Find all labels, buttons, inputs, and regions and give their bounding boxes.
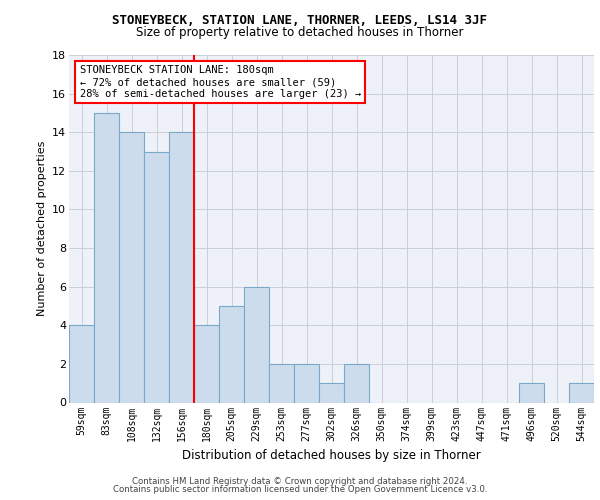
Text: STONEYBECK, STATION LANE, THORNER, LEEDS, LS14 3JF: STONEYBECK, STATION LANE, THORNER, LEEDS…	[113, 14, 487, 27]
Bar	[69, 326, 94, 402]
X-axis label: Distribution of detached houses by size in Thorner: Distribution of detached houses by size …	[182, 449, 481, 462]
Bar	[569, 383, 594, 402]
Y-axis label: Number of detached properties: Number of detached properties	[37, 141, 47, 316]
Text: Contains HM Land Registry data © Crown copyright and database right 2024.: Contains HM Land Registry data © Crown c…	[132, 477, 468, 486]
Bar	[219, 306, 244, 402]
Bar	[244, 286, 269, 403]
Bar	[119, 132, 144, 402]
Bar	[94, 113, 119, 403]
Text: Size of property relative to detached houses in Thorner: Size of property relative to detached ho…	[136, 26, 464, 39]
Bar	[169, 132, 194, 402]
Bar	[144, 152, 169, 402]
Bar	[294, 364, 319, 403]
Bar	[519, 383, 544, 402]
Text: Contains public sector information licensed under the Open Government Licence v3: Contains public sector information licen…	[113, 485, 487, 494]
Bar	[319, 383, 344, 402]
Bar	[194, 326, 219, 402]
Bar	[269, 364, 294, 403]
Bar	[344, 364, 369, 403]
Text: STONEYBECK STATION LANE: 180sqm
← 72% of detached houses are smaller (59)
28% of: STONEYBECK STATION LANE: 180sqm ← 72% of…	[79, 66, 361, 98]
